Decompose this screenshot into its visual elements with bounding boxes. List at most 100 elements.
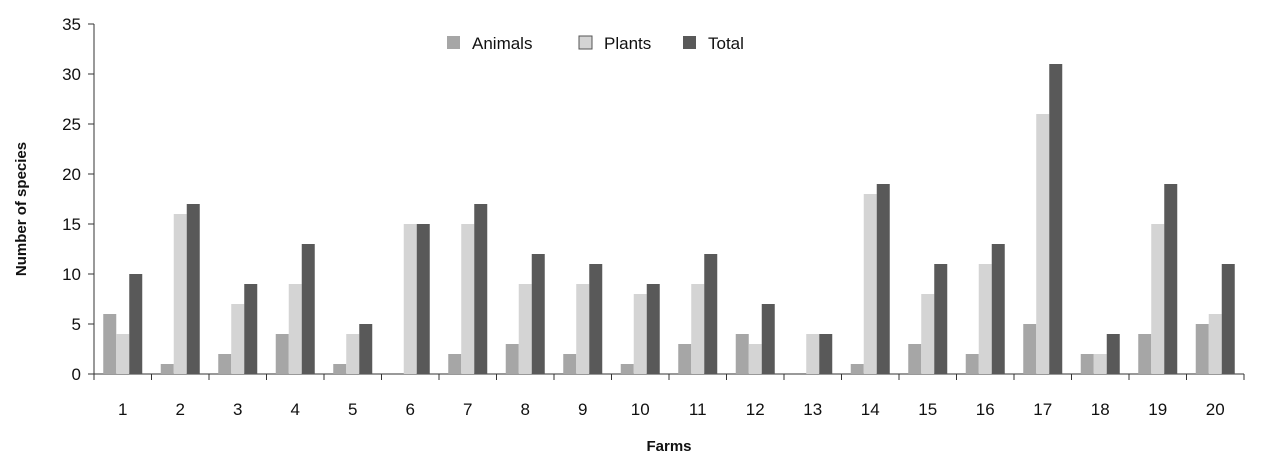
bar-animals-farm-3 <box>218 354 232 374</box>
x-axis-title: Farms <box>646 438 691 455</box>
y-tick-label: 5 <box>72 315 81 334</box>
bar-plants-farm-4 <box>288 284 302 374</box>
legend-label-animals: Animals <box>472 34 532 53</box>
x-tick-label: 18 <box>1091 400 1110 419</box>
bar-plants-farm-14 <box>863 194 877 374</box>
x-tick-label: 10 <box>631 400 650 419</box>
bar-total-farm-15 <box>934 264 948 374</box>
x-tick-label: 15 <box>918 400 937 419</box>
bar-total-farm-12 <box>761 304 775 374</box>
bar-animals-farm-10 <box>620 364 634 374</box>
x-tick-label: 5 <box>348 400 357 419</box>
bar-total-farm-1 <box>129 274 143 374</box>
bar-plants-farm-20 <box>1208 314 1222 374</box>
bar-total-farm-16 <box>991 244 1005 374</box>
bar-animals-farm-17 <box>1023 324 1037 374</box>
bar-total-farm-17 <box>1049 64 1063 374</box>
bar-total-farm-2 <box>186 204 200 374</box>
bar-plants-farm-15 <box>921 294 935 374</box>
bar-plants-farm-17 <box>1036 114 1050 374</box>
bar-animals-farm-19 <box>1138 334 1152 374</box>
bar-animals-farm-7 <box>448 354 462 374</box>
x-tick-label: 2 <box>176 400 185 419</box>
x-tick-label: 3 <box>233 400 242 419</box>
legend-swatch-plants <box>578 35 593 50</box>
y-tick-label: 35 <box>62 15 81 34</box>
bar-total-farm-13 <box>819 334 833 374</box>
bar-total-farm-19 <box>1164 184 1178 374</box>
bar-total-farm-8 <box>531 254 545 374</box>
legend-swatch-total <box>683 36 696 49</box>
x-tick-label: 7 <box>463 400 472 419</box>
bar-animals-farm-11 <box>678 344 692 374</box>
x-tick-label: 1 <box>118 400 127 419</box>
bar-total-farm-10 <box>646 284 660 374</box>
x-tick-label: 4 <box>291 400 300 419</box>
bar-total-farm-3 <box>244 284 258 374</box>
bar-total-farm-5 <box>359 324 373 374</box>
x-tick-label: 16 <box>976 400 995 419</box>
bar-plants-farm-16 <box>978 264 992 374</box>
bar-plants-farm-13 <box>806 334 820 374</box>
bar-animals-farm-12 <box>735 334 749 374</box>
bar-total-farm-9 <box>589 264 603 374</box>
bar-plants-farm-11 <box>691 284 705 374</box>
legend-swatch-animals <box>447 36 460 49</box>
x-tick-label: 11 <box>689 400 707 419</box>
bar-animals-farm-2 <box>160 364 174 374</box>
bar-plants-farm-1 <box>116 334 130 374</box>
y-ticks: 0 5 10 15 20 25 30 35 <box>62 15 94 384</box>
y-tick-label: 0 <box>72 365 81 384</box>
bar-total-farm-20 <box>1221 264 1235 374</box>
bar-plants-farm-7 <box>461 224 475 374</box>
x-ticks: 1 2 3 4 5 6 7 8 9 10 11 12 13 14 15 16 17 18 19 20 <box>93 374 1245 419</box>
bar-plants-farm-5 <box>346 334 360 374</box>
bar-animals-farm-20 <box>1195 324 1209 374</box>
bar-total-farm-18 <box>1106 334 1120 374</box>
bar-animals-farm-15 <box>908 344 922 374</box>
bar-total-farm-14 <box>876 184 890 374</box>
legend-label-total: Total <box>708 34 744 53</box>
x-tick-label: 19 <box>1148 400 1167 419</box>
bar-plants-farm-8 <box>518 284 532 374</box>
bar-plants-farm-19 <box>1151 224 1165 374</box>
x-tick-label: 13 <box>803 400 822 419</box>
bar-animals-farm-8 <box>505 344 519 374</box>
bar-animals-farm-4 <box>275 334 289 374</box>
bar-plants-farm-2 <box>173 214 187 374</box>
bar-total-farm-6 <box>416 224 430 374</box>
x-tick-label: 17 <box>1033 400 1052 419</box>
bar-plants-farm-10 <box>633 294 647 374</box>
x-tick-label: 6 <box>406 400 415 419</box>
bar-plants-farm-9 <box>576 284 590 374</box>
bar-total-farm-11 <box>704 254 718 374</box>
bar-total-farm-7 <box>474 204 488 374</box>
y-axis-title: Number of species <box>13 142 30 276</box>
x-tick-label: 14 <box>861 400 880 419</box>
bar-total-farm-4 <box>301 244 315 374</box>
y-tick-label: 30 <box>62 65 81 84</box>
bar-plants-farm-12 <box>748 344 762 374</box>
x-tick-label: 9 <box>578 400 587 419</box>
bar-animals-farm-18 <box>1080 354 1094 374</box>
y-tick-label: 25 <box>62 115 81 134</box>
legend: Animals Plants Total <box>447 34 744 53</box>
y-tick-label: 15 <box>62 215 81 234</box>
bar-plants-farm-3 <box>231 304 245 374</box>
x-tick-label: 12 <box>746 400 765 419</box>
legend-label-plants: Plants <box>604 34 651 53</box>
bar-animals-farm-5 <box>333 364 347 374</box>
bar-animals-farm-14 <box>850 364 864 374</box>
bar-animals-farm-16 <box>965 354 979 374</box>
x-tick-label: 20 <box>1206 400 1225 419</box>
bar-animals-farm-1 <box>103 314 117 374</box>
x-tick-label: 8 <box>521 400 530 419</box>
bar-animals-farm-9 <box>563 354 577 374</box>
bars <box>103 64 1235 374</box>
y-tick-label: 10 <box>62 265 81 284</box>
y-tick-label: 20 <box>62 165 81 184</box>
bar-plants-farm-6 <box>403 224 417 374</box>
bar-plants-farm-18 <box>1093 354 1107 374</box>
